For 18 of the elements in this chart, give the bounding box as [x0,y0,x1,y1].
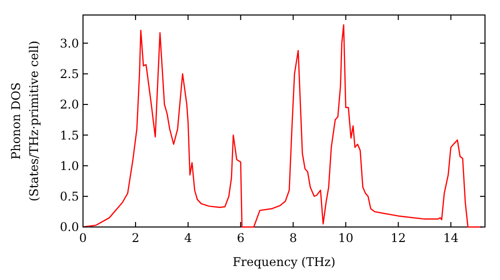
x-tick-label: 10 [338,231,354,245]
x-tick-label: 8 [289,231,298,245]
x-tick-label: 4 [184,231,192,245]
y-tick-label: 2.0 [60,98,79,112]
x-tick-label: 2 [132,231,140,245]
x-axis-title: Frequency (THz) [232,255,336,269]
y-tick-label: 2.5 [60,67,79,82]
y-tick-label: 3.0 [60,36,79,50]
y-tick-label: 1.5 [60,128,79,142]
y-tick-label: 1.0 [60,158,79,173]
y-axis-title: Phonon DOS (States/THz·primitive cell) [9,40,41,202]
y-tick-label: 0.0 [60,220,79,234]
x-tick-label: 0 [79,231,87,245]
x-tick-label: 12 [390,231,406,245]
line-series [82,24,483,228]
x-tick-label: 14 [443,231,459,245]
x-tick-label: 6 [236,231,244,245]
y-tick-label: 0.5 [60,190,79,204]
